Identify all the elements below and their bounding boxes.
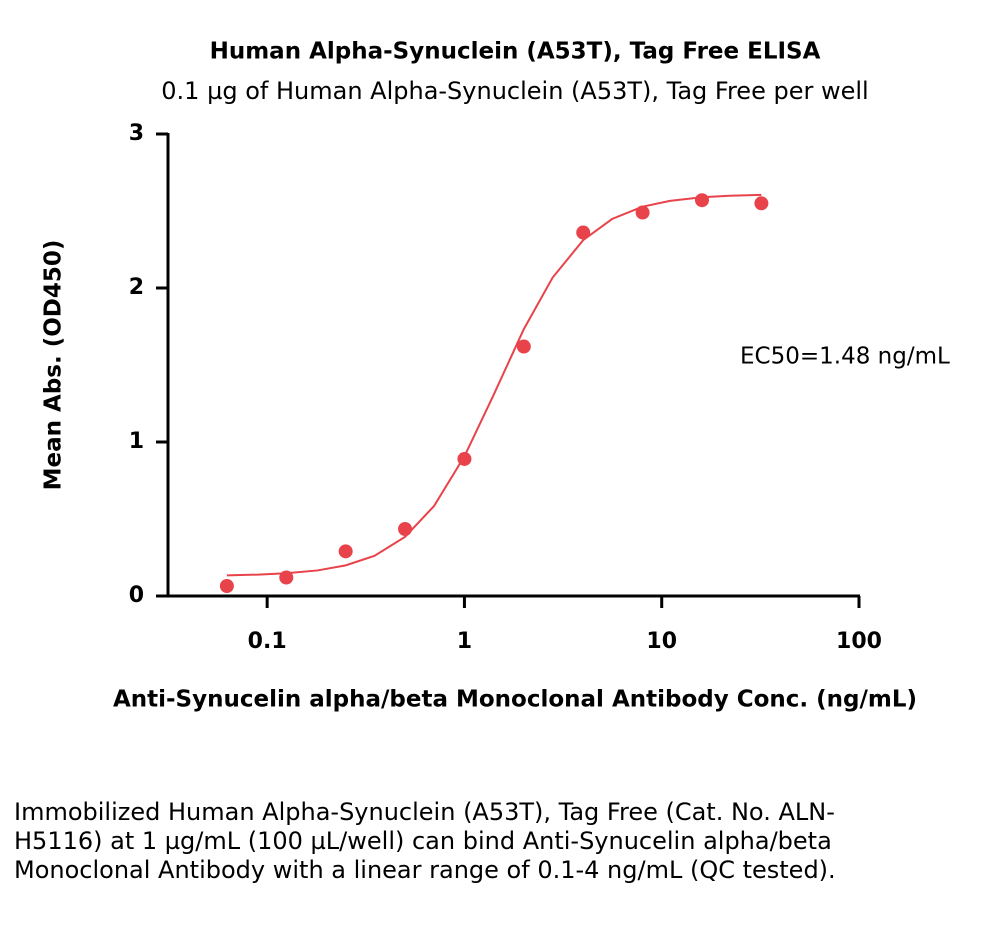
chart-title: Human Alpha-Synuclein (A53T), Tag Free E… (210, 39, 821, 65)
data-point (516, 339, 531, 354)
x-tick-label: 0.1 (248, 629, 287, 654)
fit-curve (226, 193, 762, 577)
x-tick-label: 100 (836, 629, 882, 654)
y-tick-label: 1 (129, 429, 144, 454)
data-point (635, 205, 650, 220)
data-point (754, 196, 769, 211)
chart-subtitle: 0.1 µg of Human Alpha-Synuclein (A53T), … (161, 77, 868, 105)
x-tick-label: 10 (646, 629, 677, 654)
y-tick-label: 0 (129, 583, 144, 608)
data-point (279, 570, 294, 585)
y-tick-label: 3 (129, 121, 144, 146)
data-point (576, 225, 591, 240)
data-point (694, 193, 709, 208)
data-point (398, 522, 413, 537)
x-tick-label: 1 (457, 629, 472, 654)
data-point (338, 544, 353, 559)
caption: Immobilized Human Alpha-Synuclein (A53T)… (14, 798, 836, 884)
y-axis-label: Mean Abs. (OD450) (41, 240, 67, 491)
annotation: EC50=1.48 ng/mL (740, 344, 950, 370)
data-point (457, 451, 472, 466)
chart: Human Alpha-Synuclein (A53T), Tag Free E… (41, 39, 950, 713)
y-tick-label: 2 (129, 275, 144, 300)
x-axis-label: Anti-Synucelin alpha/beta Monoclonal Ant… (113, 687, 917, 713)
data-point (219, 578, 234, 593)
